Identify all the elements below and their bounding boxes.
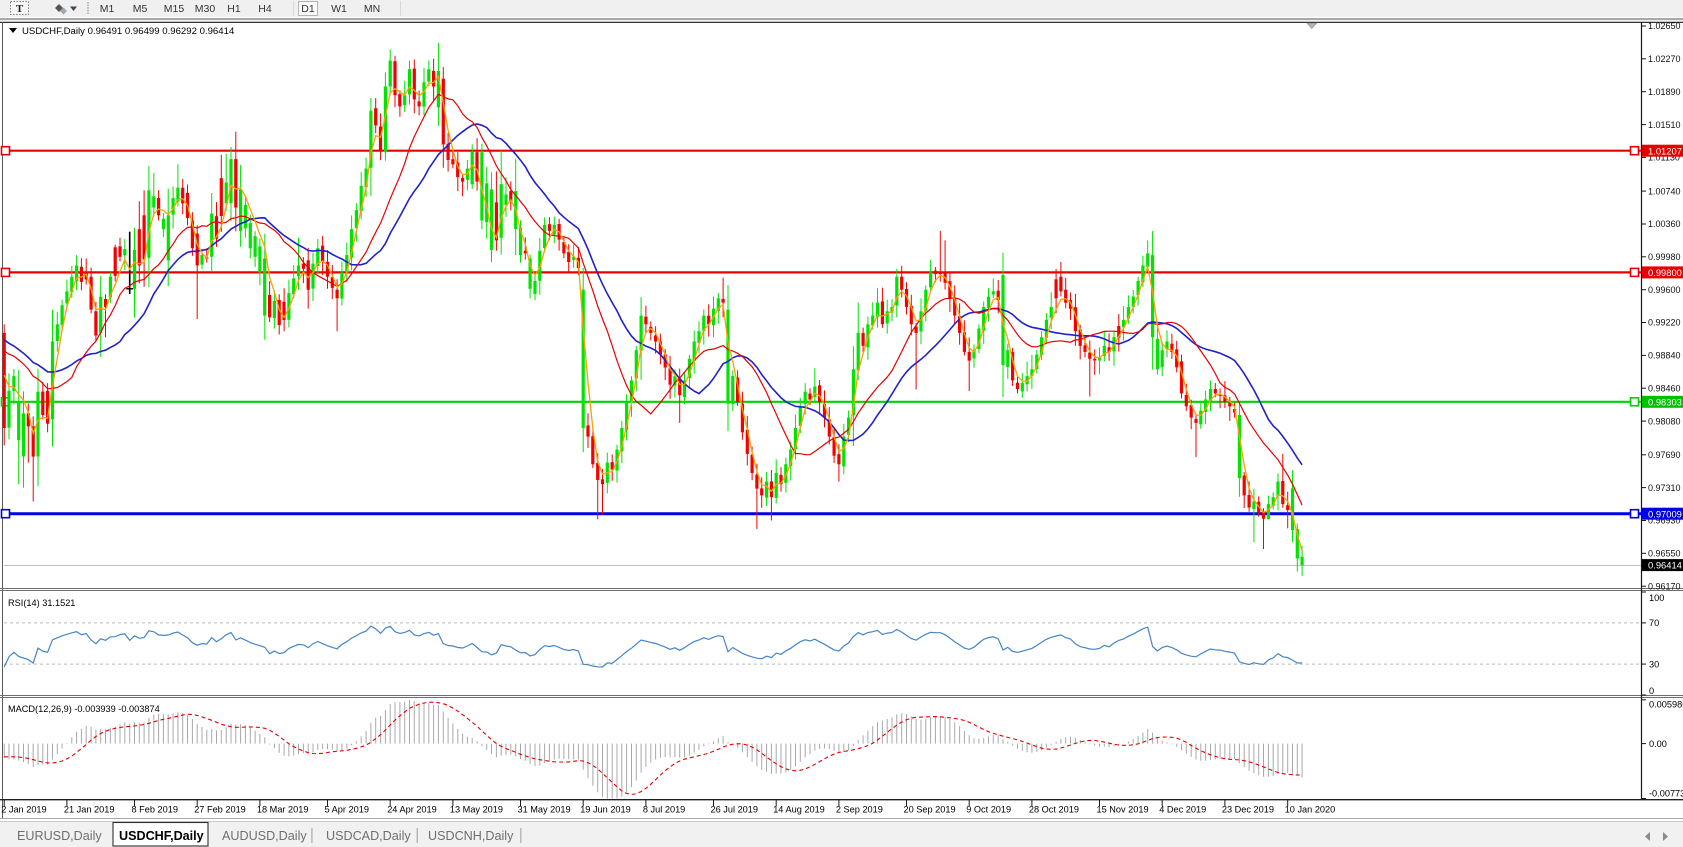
svg-text:MN: MN xyxy=(364,3,380,15)
svg-text:0.97009: 0.97009 xyxy=(1648,508,1682,519)
svg-text:1.01890: 1.01890 xyxy=(1648,87,1681,97)
svg-text:5 Apr 2019: 5 Apr 2019 xyxy=(325,805,369,815)
svg-text:28 Oct 2019: 28 Oct 2019 xyxy=(1029,805,1079,815)
svg-text:0.98303: 0.98303 xyxy=(1648,396,1682,407)
svg-text:AUDUSD,Daily: AUDUSD,Daily xyxy=(222,829,307,843)
svg-text:0.005986: 0.005986 xyxy=(1649,700,1683,710)
svg-text:1.01130: 1.01130 xyxy=(1648,153,1680,163)
svg-text:0.97310: 0.97310 xyxy=(1648,483,1681,493)
svg-text:10 Jan 2020: 10 Jan 2020 xyxy=(1285,805,1336,815)
svg-text:1.01510: 1.01510 xyxy=(1648,120,1681,130)
svg-text:0.98460: 0.98460 xyxy=(1648,383,1681,393)
svg-text:0.96550: 0.96550 xyxy=(1648,549,1681,559)
svg-text:0.96930: 0.96930 xyxy=(1648,516,1681,526)
svg-text:14 Aug 2019: 14 Aug 2019 xyxy=(773,805,825,815)
svg-text:0.99600: 0.99600 xyxy=(1648,285,1681,295)
svg-text:20 Sep 2019: 20 Sep 2019 xyxy=(904,805,956,815)
svg-text:13 May 2019: 13 May 2019 xyxy=(450,805,503,815)
svg-text:26 Jul 2019: 26 Jul 2019 xyxy=(711,805,759,815)
svg-text:27 Feb 2019: 27 Feb 2019 xyxy=(194,805,246,815)
svg-text:8 Feb 2019: 8 Feb 2019 xyxy=(132,805,179,815)
svg-text:0.98080: 0.98080 xyxy=(1648,416,1681,426)
svg-text:USDCNH,Daily: USDCNH,Daily xyxy=(428,829,514,843)
svg-text:1.00360: 1.00360 xyxy=(1648,219,1681,229)
svg-text:0: 0 xyxy=(1649,686,1654,696)
svg-text:1.01207: 1.01207 xyxy=(1648,145,1682,156)
svg-text:0.97690: 0.97690 xyxy=(1648,450,1681,460)
svg-text:-0.007737: -0.007737 xyxy=(1649,789,1683,799)
svg-text:18 Mar 2019: 18 Mar 2019 xyxy=(257,805,309,815)
svg-text:0.99800: 0.99800 xyxy=(1648,267,1682,278)
svg-text:EURUSD,Daily: EURUSD,Daily xyxy=(17,829,102,843)
svg-text:70: 70 xyxy=(1649,618,1659,628)
svg-text:23 Dec 2019: 23 Dec 2019 xyxy=(1222,805,1274,815)
svg-text:4 Dec 2019: 4 Dec 2019 xyxy=(1159,805,1206,815)
svg-text:2 Jan 2019: 2 Jan 2019 xyxy=(1,805,46,815)
svg-text:0.99980: 0.99980 xyxy=(1648,252,1681,262)
svg-text:RSI(14) 31.1521: RSI(14) 31.1521 xyxy=(8,598,75,608)
svg-text:M1: M1 xyxy=(100,3,115,15)
svg-text:M5: M5 xyxy=(133,3,148,15)
svg-text:19 Jun 2019: 19 Jun 2019 xyxy=(580,805,631,815)
svg-text:USDCAD,Daily: USDCAD,Daily xyxy=(326,829,411,843)
svg-text:M30: M30 xyxy=(195,3,216,15)
svg-text:2 Sep 2019: 2 Sep 2019 xyxy=(836,805,883,815)
svg-text:1.02270: 1.02270 xyxy=(1648,54,1681,64)
svg-text:1.00740: 1.00740 xyxy=(1648,186,1681,196)
svg-text:H4: H4 xyxy=(258,3,272,15)
svg-text:100: 100 xyxy=(1649,593,1664,603)
svg-text:D1: D1 xyxy=(301,3,315,15)
svg-text:USDCHF,Daily 0.96491 0.96499: USDCHF,Daily 0.96491 0.96499 0.96292 0.9… xyxy=(22,26,235,37)
svg-text:USDCHF,Daily: USDCHF,Daily xyxy=(119,829,204,843)
svg-text:0.99220: 0.99220 xyxy=(1648,318,1681,328)
svg-text:M15: M15 xyxy=(164,3,185,15)
svg-text:15 Nov 2019: 15 Nov 2019 xyxy=(1097,805,1149,815)
svg-text:30: 30 xyxy=(1649,659,1659,669)
svg-text:1.02650: 1.02650 xyxy=(1648,21,1681,31)
svg-text:H1: H1 xyxy=(227,3,241,15)
svg-text:0.96414: 0.96414 xyxy=(1648,560,1682,571)
svg-text:W1: W1 xyxy=(331,3,347,15)
svg-text:24 Apr 2019: 24 Apr 2019 xyxy=(387,805,437,815)
svg-text:0.00: 0.00 xyxy=(1649,739,1667,749)
svg-text:0.98840: 0.98840 xyxy=(1648,351,1681,361)
svg-text:T: T xyxy=(16,3,24,15)
svg-text:31 May 2019: 31 May 2019 xyxy=(518,805,571,815)
svg-text:0.96170: 0.96170 xyxy=(1648,581,1681,591)
svg-text:8 Jul 2019: 8 Jul 2019 xyxy=(643,805,685,815)
svg-text:21 Jan 2019: 21 Jan 2019 xyxy=(64,805,115,815)
svg-text:9 Oct 2019: 9 Oct 2019 xyxy=(966,805,1011,815)
svg-text:MACD(12,26,9) -0.003939 -0.003: MACD(12,26,9) -0.003939 -0.003874 xyxy=(8,704,160,714)
